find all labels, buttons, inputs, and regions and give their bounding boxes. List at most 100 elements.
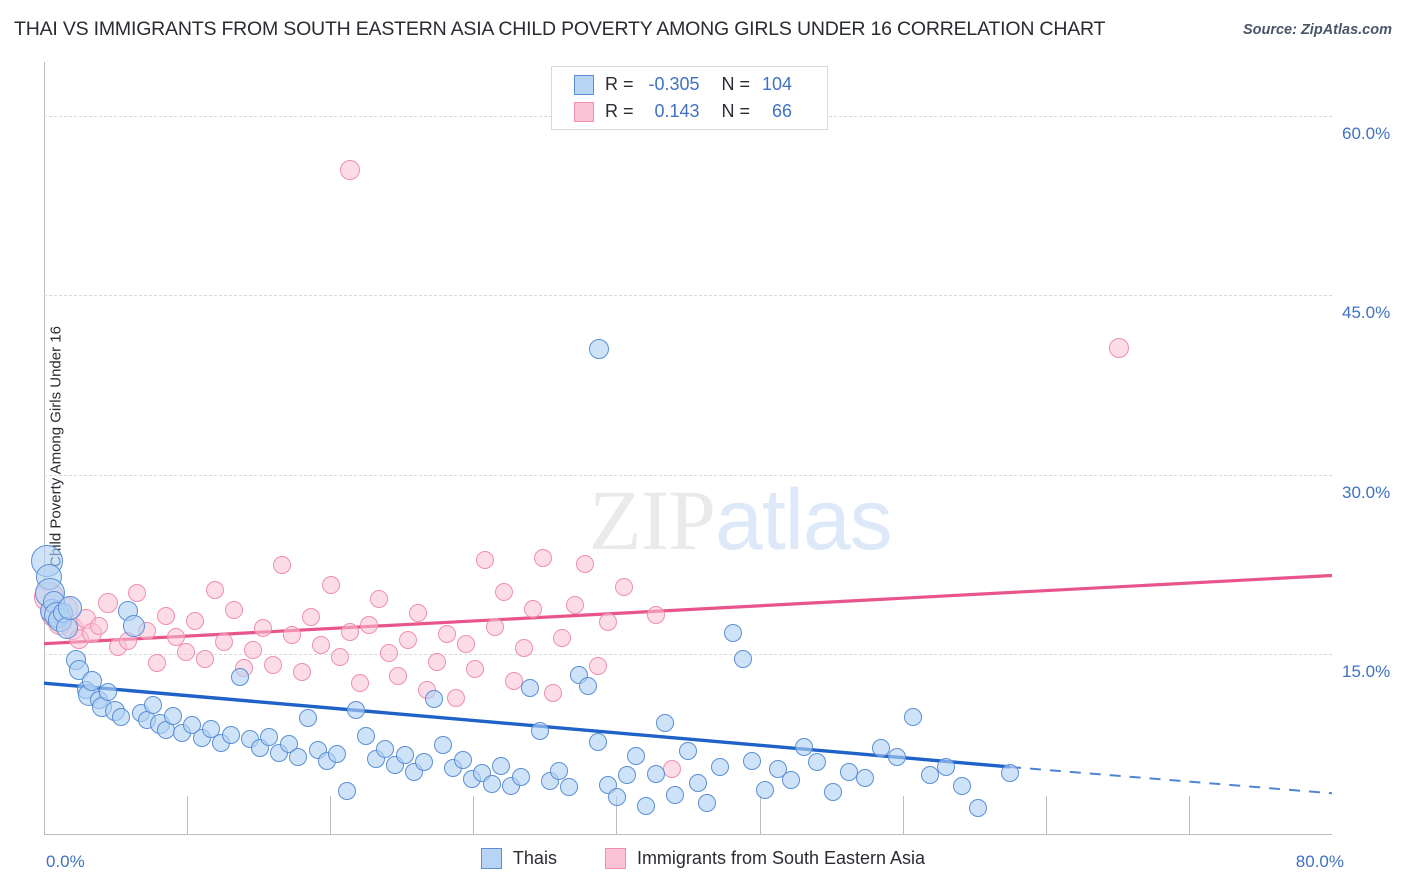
page-title: THAI VS IMMIGRANTS FROM SOUTH EASTERN AS… [14,18,1106,40]
scatter-point [637,797,656,816]
scatter-point [688,773,707,792]
scatter-point [646,765,665,784]
scatter-point [337,781,356,800]
scatter-point [627,747,646,766]
scatter-point [434,736,453,755]
scatter-point [482,774,501,793]
scatter-point [514,639,533,658]
scatter-point [395,746,414,764]
x-axis-tick [902,796,904,834]
scatter-point [99,682,118,701]
scatter-point [263,656,282,675]
scatter-point [589,339,610,360]
legend-item-immigrants[interactable]: Immigrants from South Eastern Asia [604,848,925,869]
scatter-point [123,614,146,637]
scatter-point [253,619,272,638]
scatter-point [157,607,176,626]
scatter-point [408,603,427,622]
scatter-point [679,742,697,761]
x-axis-tick [616,796,618,834]
scatter-point [128,584,147,603]
scatter-point [55,617,78,640]
scatter-point [311,635,330,654]
scatter-point [437,625,456,644]
trendlines [43,573,1333,795]
scatter-point [904,707,923,726]
scatter-point [782,771,801,790]
r-label: R = [605,101,634,121]
scatter-point [521,678,540,697]
immigrants-legend-swatch-icon [604,848,626,869]
legend-label-thais: Thais [512,848,557,868]
scatter-point [340,622,359,641]
scatter-point [495,583,514,602]
scatter-point [186,611,205,630]
scatter-point [144,695,163,714]
scatter-point [289,748,308,767]
scatter-point [221,725,240,744]
scatter-point [936,757,955,776]
scatter-point [553,628,572,647]
scatter-point [292,663,311,682]
scatter-point [743,751,762,770]
n-label: N = [721,74,751,94]
scatter-point [244,640,263,659]
x-axis-tick [1045,796,1047,834]
scatter-point [575,554,594,573]
scatter-point [112,707,131,726]
scatter-point [260,728,279,747]
scatter-point [823,783,842,802]
x-axis-max-label: 80.0% [1295,852,1344,871]
scatter-point [598,613,617,632]
source-label: Source: ZipAtlas.com [1242,22,1392,38]
scatter-point [968,798,987,817]
thais-legend-swatch-icon [480,848,502,869]
scatter-point [389,667,408,685]
scatter-point [98,592,119,613]
scatter-point [82,670,103,691]
correlation-legend: R = -0.305 N = 104 R = 0.143 N = 66 [551,66,828,130]
trendline-thais-projected [1009,765,1333,795]
scatter-point [559,778,578,797]
scatter-point [476,550,495,569]
scatter-point [1109,338,1130,359]
scatter-point [369,590,388,609]
scatter-point [360,615,379,634]
scatter-point [350,674,369,693]
scatter-point [302,608,321,627]
scatter-point [427,652,446,671]
scatter-point [163,706,182,725]
series-legend: Thais Immigrants from South Eastern Asia [0,848,1406,869]
scatter-point [588,657,607,676]
scatter-point [711,757,730,776]
scatter-point [331,647,350,666]
scatter-point [231,668,250,687]
scatter-point [89,616,108,635]
legend-item-thais[interactable]: Thais [480,848,557,869]
scatter-point [666,785,685,804]
scatter-point [524,599,543,618]
scatter-point [698,793,717,812]
x-axis-tick [759,796,761,834]
immigrants-swatch-icon [574,101,594,122]
scatter-point [414,753,433,772]
r-value-thais: -0.305 [648,74,700,94]
scatter-point [224,601,243,620]
y-axis-tick-label: 45.0% [1342,303,1391,323]
gridline [44,654,1332,656]
y-axis-line [44,62,45,834]
scatter-point [492,756,511,775]
scatter-point [424,689,443,708]
scatter-point [357,726,375,745]
scatter-point [321,576,340,595]
scatter-point [339,159,360,180]
r-value-immigrants: 0.143 [654,101,700,121]
y-axis-tick-label: 60.0% [1342,123,1391,143]
scatter-point [398,631,417,650]
scatter-point [1001,763,1019,782]
scatter-point [196,650,214,669]
scatter-point [485,617,504,636]
gridline [44,474,1332,476]
y-axis-tick-label: 15.0% [1342,662,1391,682]
